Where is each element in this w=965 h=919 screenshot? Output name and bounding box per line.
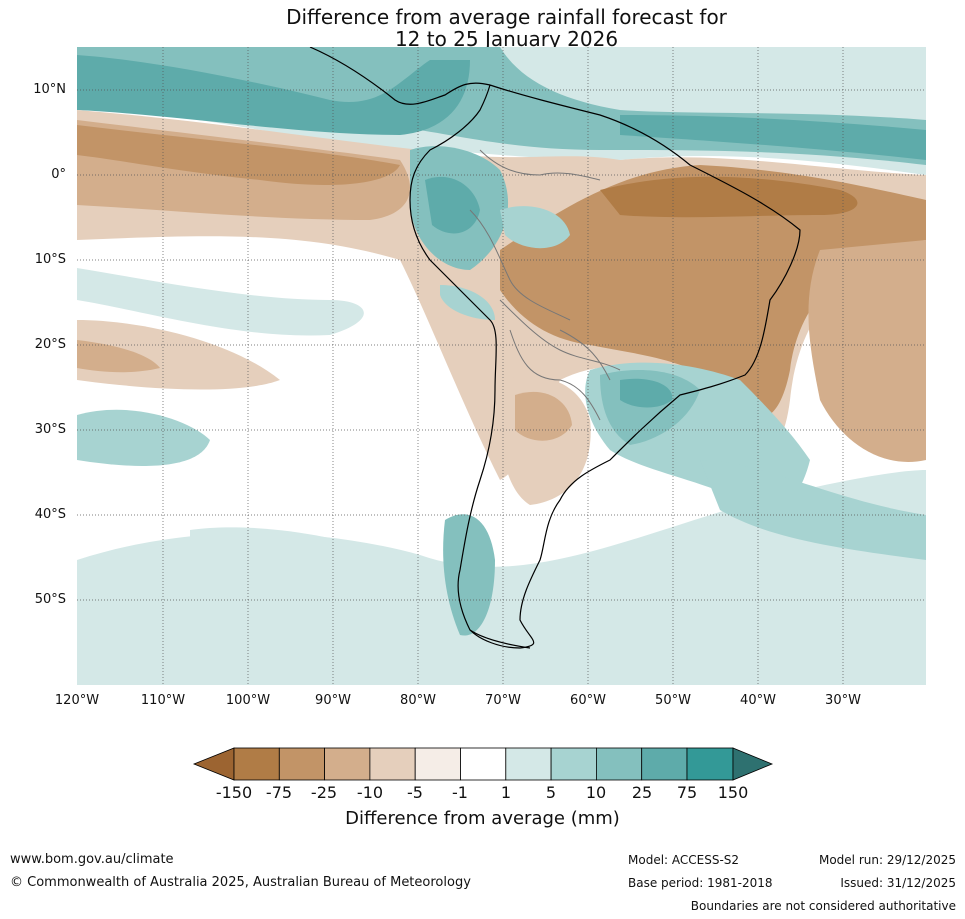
lat-label-10n: 10°N: [33, 82, 66, 97]
lon-label-120w: 120°W: [54, 693, 100, 708]
colorbar-title: Difference from average (mm): [345, 808, 620, 829]
contour-east-brown: [808, 240, 926, 462]
colorbar-bin-5: [414, 747, 461, 781]
colorbar-bin-11: [686, 747, 734, 781]
lon-label-90w: 90°W: [315, 693, 351, 708]
contour-brazil-brown: [500, 165, 926, 417]
graticule: [77, 47, 926, 685]
lon-label-70w: 70°W: [485, 693, 521, 708]
footer-disclaimer: Boundaries are not considered authoritat…: [690, 899, 956, 913]
colorbar-bin-9: [596, 747, 643, 781]
lon-label-110w: 110°W: [140, 693, 186, 708]
contour-north-blue3: [77, 55, 470, 135]
colorbar: [192, 747, 774, 781]
colorbar-bin-4: [369, 747, 416, 781]
lon-label-40w: 40°W: [740, 693, 776, 708]
contour-amazon-blue: [500, 206, 570, 249]
colorbar-tick: 75: [676, 783, 698, 802]
colorbar-tick: -10: [356, 783, 384, 802]
contour-patagonia-blue: [443, 514, 495, 636]
rainfall-contours: [77, 47, 926, 685]
footer-model: Model: ACCESS-S2: [628, 853, 740, 867]
colorbar-bin-1: [233, 747, 280, 781]
coastlines: [309, 47, 801, 649]
lon-label-60w: 60°W: [570, 693, 606, 708]
colorbar-tick: -75: [265, 783, 293, 802]
tierra-del-fuego: [469, 629, 531, 649]
lon-label-80w: 80°W: [400, 693, 436, 708]
contour-north-blue4: [620, 115, 926, 160]
colorbar-bin-7: [505, 747, 552, 781]
lat-label-40s: 40°S: [34, 507, 66, 522]
colorbar-extend-high: [732, 747, 774, 781]
colorbar-bin-2: [278, 747, 325, 781]
footer-base-period: Base period: 1981-2018: [628, 876, 773, 890]
contour-south-lightblue: [77, 470, 926, 685]
colorbar-tick: -5: [407, 783, 423, 802]
map-title-line1: Difference from average rainfall forecas…: [286, 5, 727, 29]
lat-label-0: 0°: [51, 167, 66, 182]
colorbar-bin-10: [641, 747, 688, 781]
contour-west2-lightblue: [77, 409, 210, 466]
colorbar-tick: -25: [310, 783, 338, 802]
lat-label-10s: 10°S: [34, 252, 66, 267]
map-title-line2: 12 to 25 January 2026: [394, 27, 619, 51]
colorbar-tick: -150: [215, 783, 253, 802]
colorbar-tick: 150: [717, 783, 749, 802]
colorbar-tick: 10: [585, 783, 607, 802]
colorbar-bin-8: [550, 747, 597, 781]
colorbar-tick: 5: [545, 783, 557, 802]
footer-issued: Issued: 31/12/2025: [840, 876, 956, 890]
contour-tropic-brown3: [77, 125, 400, 185]
colorbar-bin-3: [324, 747, 371, 781]
country-borders: [469, 149, 621, 421]
footer-url: www.bom.gov.au/climate: [10, 852, 174, 867]
contour-west-brown2: [77, 340, 160, 373]
contour-west-lightblue: [77, 268, 364, 336]
lon-label-50w: 50°W: [655, 693, 691, 708]
contour-brazil-brown2: [600, 176, 858, 218]
colorbar-tick: 1: [500, 783, 512, 802]
colorbar-bin-6: [460, 747, 507, 781]
colorbar-tick: 25: [631, 783, 653, 802]
central-america-coast: [309, 47, 491, 105]
lon-label-100w: 100°W: [225, 693, 271, 708]
contour-west3-lightblue: [190, 527, 400, 574]
contour-andes-blue2: [425, 176, 480, 234]
south-america-coast: [409, 84, 801, 649]
footer-copyright: © Commonwealth of Australia 2025, Austra…: [10, 875, 471, 890]
lat-label-30s: 30°S: [34, 422, 66, 437]
footer-model-run: Model run: 29/12/2025: [818, 853, 956, 867]
contour-argentina-brown2: [515, 391, 572, 441]
lat-label-50s: 50°S: [34, 592, 66, 607]
colorbar-extend-low: [192, 747, 235, 781]
contour-west-brown: [77, 320, 280, 390]
lat-label-20s: 20°S: [34, 337, 66, 352]
lon-label-30w: 30°W: [825, 693, 861, 708]
colorbar-tick: -1: [452, 783, 468, 802]
contour-atlantic-blue: [700, 460, 926, 560]
contour-southeast-blue3: [620, 378, 673, 408]
